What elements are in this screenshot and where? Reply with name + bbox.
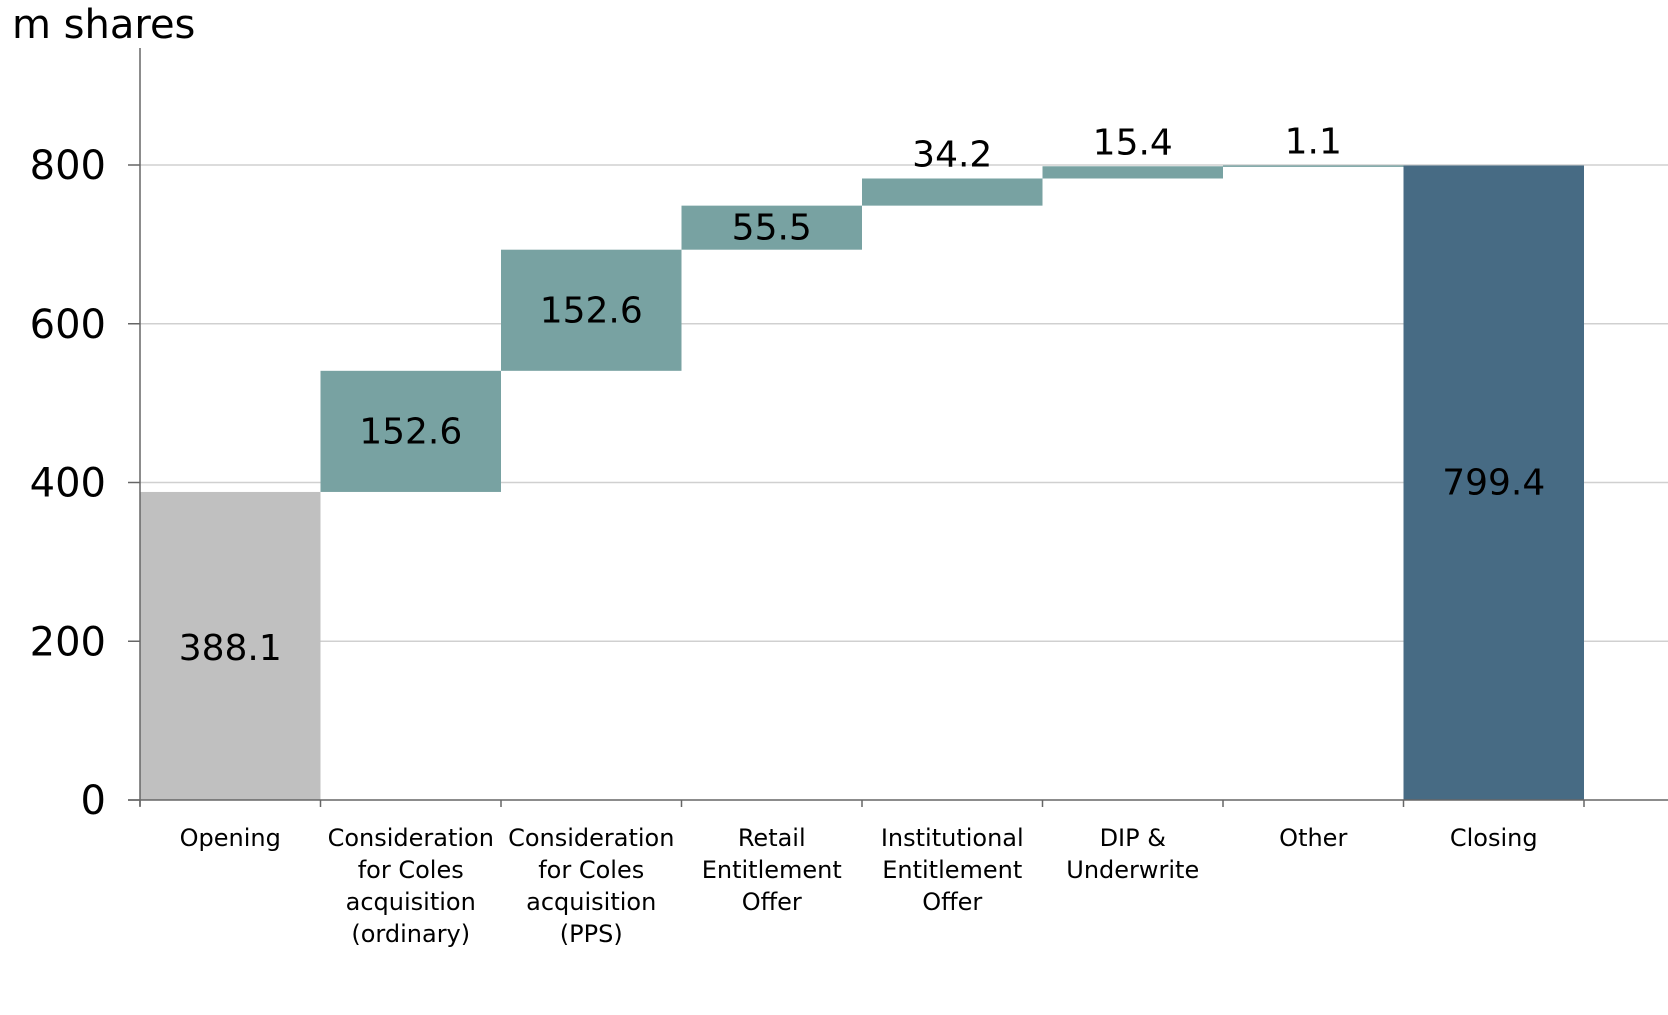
bar-value-label: 1.1: [1285, 121, 1342, 162]
bar-3: [681, 205, 862, 250]
x-category-label: (ordinary): [351, 920, 470, 948]
bar-1: [320, 370, 501, 492]
bar-value-label: 55.5: [732, 208, 812, 249]
x-category-label: DIP &: [1100, 824, 1166, 852]
x-category-label: Consideration: [328, 824, 494, 852]
x-category-label: for Coles: [358, 856, 464, 884]
y-tick-label: 0: [81, 778, 106, 824]
x-category-label: Other: [1279, 824, 1347, 852]
x-category-label: Institutional: [881, 824, 1024, 852]
y-tick-labels: 0 200 400 600 800: [30, 143, 106, 824]
x-category-label: Offer: [742, 888, 802, 916]
y-unit-label: m shares: [12, 2, 195, 48]
x-category-label: acquisition: [526, 888, 656, 916]
x-category-label: Retail: [738, 824, 806, 852]
bar-value-label: 152.6: [359, 411, 462, 452]
x-category-label: Entitlement: [882, 856, 1022, 884]
x-category-label: for Coles: [538, 856, 644, 884]
x-category-label: (PPS): [560, 920, 623, 948]
bar-value-labels: 388.1 152.6 152.6 55.5 34.2 15.4 1.1 799.4: [179, 121, 1546, 669]
y-tick-label: 800: [30, 143, 106, 189]
bar-4: [862, 178, 1043, 206]
x-category-label: Entitlement: [702, 856, 842, 884]
x-category-label: Offer: [922, 888, 982, 916]
bar-value-label: 388.1: [179, 628, 282, 669]
bar-value-label: 15.4: [1093, 122, 1173, 163]
x-category-label: Opening: [180, 824, 281, 852]
bar-7: [1403, 165, 1584, 800]
y-tick-label: 400: [30, 461, 106, 507]
x-category-labels: Opening Consideration for Coles acquisition…: [180, 824, 1538, 948]
x-category-label: Underwrite: [1066, 856, 1199, 884]
bar-value-label: 799.4: [1442, 463, 1545, 504]
bar-2: [501, 249, 682, 371]
bar-value-label: 34.2: [912, 134, 992, 175]
axes: [128, 48, 1668, 807]
bar-5: [1042, 166, 1223, 179]
x-category-label: Closing: [1450, 824, 1538, 852]
x-category-label: acquisition: [346, 888, 476, 916]
y-tick-label: 200: [30, 619, 106, 665]
y-tick-label: 600: [30, 302, 106, 348]
bar-value-label: 152.6: [540, 290, 643, 331]
bar-6: [1223, 165, 1404, 167]
bars: [140, 165, 1584, 800]
x-category-label: Consideration: [508, 824, 674, 852]
bar-0: [140, 491, 321, 800]
